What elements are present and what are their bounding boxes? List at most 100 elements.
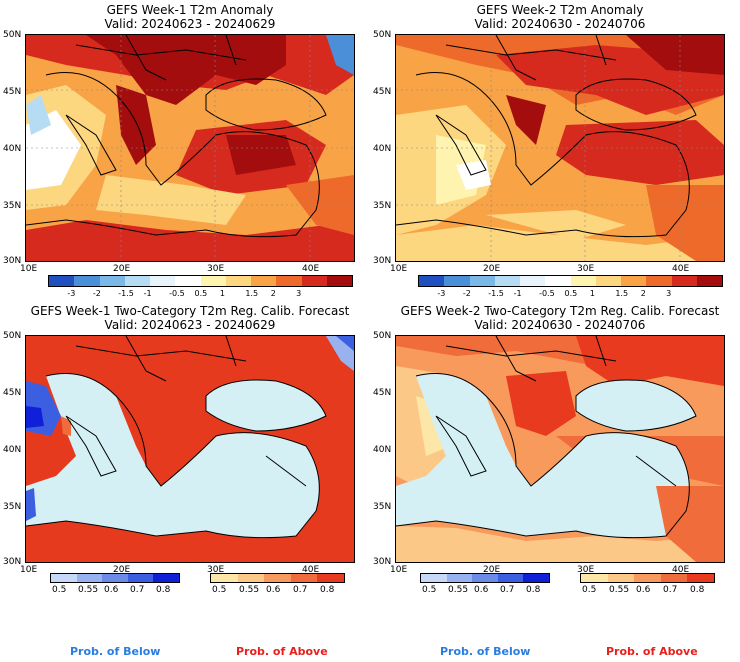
- panel1-title: GEFS Week-1 T2m Anomaly Valid: 20240623 …: [25, 3, 355, 31]
- lat-tick: 50N: [3, 30, 22, 40]
- lat-tick: 35N: [3, 201, 22, 211]
- colorbar-tick-label: 0.8: [690, 585, 705, 595]
- panel2-map: [395, 34, 725, 262]
- colorbar-swatch: [200, 276, 226, 286]
- colorbar-swatch: [660, 574, 688, 582]
- colorbar-tick-label: -1: [513, 289, 522, 298]
- colorbar-tick-label: 0.8: [156, 585, 171, 595]
- colorbar-tick-label: 0.7: [663, 585, 678, 595]
- colorbar-swatch: [446, 574, 473, 582]
- lat-tick: 40N: [373, 144, 392, 154]
- lat-tick: 30N: [373, 557, 392, 567]
- colorbar-tick-label: 0.55: [239, 585, 260, 595]
- panel4-map: [395, 335, 725, 563]
- colorbar-swatch: [251, 276, 277, 286]
- colorbar-swatch: [175, 276, 201, 286]
- colorbar-tick-label: 0.7: [130, 585, 145, 595]
- panel3-above-colorbar: [210, 573, 345, 583]
- lat-tick: 45N: [3, 87, 22, 97]
- colorbar-tick-label: -0.5: [539, 289, 555, 298]
- colorbar-swatch: [419, 276, 445, 286]
- colorbar-swatch: [237, 574, 265, 582]
- colorbar-tick-label: 0.5: [422, 585, 437, 595]
- lat-tick: 40N: [3, 144, 22, 154]
- lon-tick: 20E: [113, 264, 131, 274]
- lon-tick: 10E: [20, 264, 38, 274]
- colorbar-swatch: [49, 276, 75, 286]
- lon-tick: 20E: [113, 565, 131, 575]
- colorbar-tick-label: 0.55: [609, 585, 630, 595]
- colorbar-swatch: [301, 276, 327, 286]
- colorbar-tick-label: 1.5: [615, 289, 629, 298]
- colorbar-swatch: [317, 574, 344, 582]
- lon-tick: 10E: [20, 565, 38, 575]
- colorbar-swatch: [51, 574, 77, 582]
- lon-tick: 40E: [672, 565, 690, 575]
- colorbar-swatch: [607, 574, 635, 582]
- colorbar-swatch: [326, 276, 352, 286]
- colorbar-swatch: [520, 276, 546, 286]
- lon-tick: 30E: [577, 565, 595, 575]
- colorbar-swatch: [225, 276, 251, 286]
- colorbar-tick-label: 0.5: [582, 585, 597, 595]
- panel3-map-svg: [26, 336, 354, 562]
- colorbar-swatch: [497, 574, 524, 582]
- colorbar-tick-label: -3: [67, 289, 76, 298]
- panel4-title-text: GEFS Week-2 Two-Category T2m Reg. Calib.…: [400, 304, 720, 318]
- panel2-valid-text: Valid: 20240630 - 20240706: [474, 17, 646, 31]
- lon-tick: 10E: [390, 264, 408, 274]
- panel4-title: GEFS Week-2 Two-Category T2m Reg. Calib.…: [380, 304, 740, 332]
- colorbar-tick-label: 0.8: [320, 585, 335, 595]
- panel4-below-colorbar: [420, 573, 550, 583]
- lon-tick: 10E: [390, 565, 408, 575]
- colorbar-swatch: [494, 276, 520, 286]
- lat-tick: 45N: [373, 87, 392, 97]
- lat-tick: 45N: [3, 388, 22, 398]
- lat-tick: 30N: [3, 557, 22, 567]
- colorbar-swatch: [421, 574, 447, 582]
- colorbar-swatch: [76, 574, 103, 582]
- colorbar-swatch: [150, 276, 176, 286]
- colorbar-tick-label: 2: [270, 289, 276, 298]
- colorbar-swatch: [472, 574, 498, 582]
- panel2-title: GEFS Week-2 T2m Anomaly Valid: 20240630 …: [395, 3, 725, 31]
- panel1-title-text: GEFS Week-1 T2m Anomaly: [106, 3, 274, 17]
- colorbar-swatch: [671, 276, 697, 286]
- panel3-below-colorbar: [50, 573, 180, 583]
- colorbar-tick-label: 0.5: [564, 289, 578, 298]
- lon-tick: 20E: [483, 565, 501, 575]
- colorbar-swatch: [124, 276, 150, 286]
- colorbar-tick-label: 0.6: [636, 585, 651, 595]
- colorbar-tick-label: -2: [462, 289, 471, 298]
- colorbar-tick-label: -1.5: [118, 289, 134, 298]
- lat-tick: 50N: [3, 331, 22, 341]
- colorbar-swatch: [469, 276, 495, 286]
- panel1-valid-text: Valid: 20240623 - 20240629: [104, 17, 276, 31]
- panel2-map-svg: [396, 35, 724, 261]
- colorbar-swatch: [523, 574, 549, 582]
- panel3-prob-above-label: Prob. of Above: [236, 645, 328, 658]
- panel1-anomaly-colorbar: [48, 275, 353, 287]
- colorbar-swatch: [696, 276, 722, 286]
- panel1-map-svg: [26, 35, 354, 261]
- panel3-valid-text: Valid: 20240623 - 20240629: [104, 318, 276, 332]
- colorbar-swatch: [290, 574, 318, 582]
- lat-tick: 35N: [373, 201, 392, 211]
- colorbar-tick-label: -0.5: [169, 289, 185, 298]
- colorbar-tick-label: 0.6: [474, 585, 489, 595]
- lat-tick: 40N: [373, 445, 392, 455]
- lon-tick: 30E: [207, 565, 225, 575]
- colorbar-swatch: [153, 574, 179, 582]
- colorbar-tick-label: -1.5: [488, 289, 504, 298]
- lat-tick: 30N: [373, 256, 392, 266]
- panel4-map-svg: [396, 336, 724, 562]
- colorbar-swatch: [621, 276, 647, 286]
- colorbar-tick-label: 2: [640, 289, 646, 298]
- panel4-prob-below-label: Prob. of Below: [440, 645, 531, 658]
- colorbar-swatch: [581, 574, 608, 582]
- lat-tick: 45N: [373, 388, 392, 398]
- panel3-prob-below-label: Prob. of Below: [70, 645, 161, 658]
- colorbar-swatch: [264, 574, 291, 582]
- lon-tick: 40E: [302, 264, 320, 274]
- panel1-map: [25, 34, 355, 262]
